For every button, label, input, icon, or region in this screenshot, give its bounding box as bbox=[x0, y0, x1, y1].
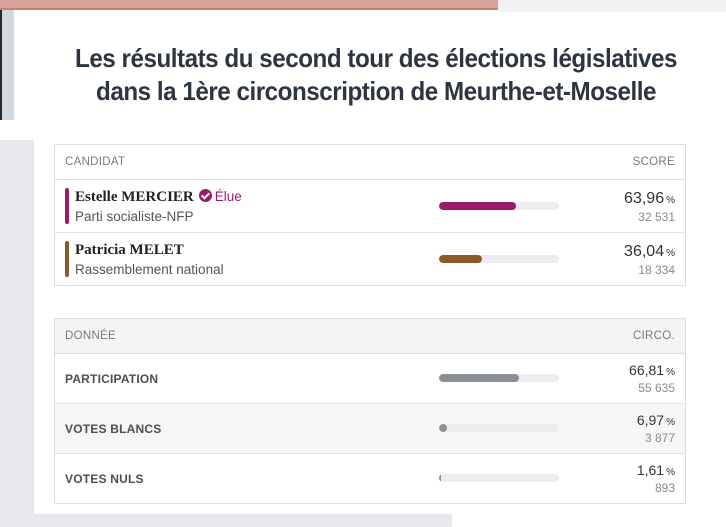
background-top-line bbox=[0, 8, 726, 10]
percent-unit: % bbox=[666, 417, 675, 428]
candidate-party: Parti socialiste-NFP bbox=[75, 209, 194, 224]
data-bar-fill bbox=[439, 374, 520, 382]
data-label: VOTES NULS bbox=[65, 472, 144, 486]
header-circo: CIRCO. bbox=[632, 330, 675, 342]
candidates-table: CANDIDAT SCORE Estelle MERCIER Élue Parti… bbox=[54, 144, 686, 286]
title-line-2: dans la 1ère circonscription de Meurthe-… bbox=[96, 76, 656, 106]
check-badge-icon bbox=[198, 189, 212, 202]
data-label: VOTES BLANCS bbox=[65, 422, 162, 436]
candidate-votes: 18 334 bbox=[638, 263, 675, 277]
data-bar-track bbox=[439, 374, 559, 382]
candidate-row: Patricia MELET Rassemblement national 36… bbox=[55, 233, 685, 285]
percent-unit: % bbox=[666, 367, 675, 378]
data-row: VOTES BLANCS 6,97% 3 877 bbox=[55, 404, 685, 454]
header-candidat: CANDIDAT bbox=[65, 156, 126, 168]
score-bar-track bbox=[439, 202, 559, 210]
background-bottom-panel bbox=[0, 514, 452, 527]
background-left-panel bbox=[0, 140, 34, 527]
background-top-bar bbox=[0, 0, 726, 8]
candidate-color-marker bbox=[65, 241, 69, 277]
candidate-party: Rassemblement national bbox=[75, 262, 224, 277]
elected-badge: Élue bbox=[214, 189, 242, 204]
data-label: PARTICIPATION bbox=[65, 372, 159, 386]
page-title: Les résultats du second tour des électio… bbox=[58, 42, 694, 108]
results-card: Les résultats du second tour des électio… bbox=[34, 12, 726, 514]
candidate-color-marker bbox=[65, 188, 69, 224]
data-bar-fill bbox=[439, 474, 441, 482]
data-percent: 1,61 bbox=[636, 462, 665, 478]
percent-unit: % bbox=[666, 195, 675, 206]
data-table: DONNÉE CIRCO. PARTICIPATION 66,81% 55 63… bbox=[54, 318, 686, 504]
data-percent: 6,97 bbox=[636, 412, 665, 428]
data-bar-track bbox=[439, 474, 559, 482]
background-right-top bbox=[498, 0, 726, 12]
header-score: SCORE bbox=[632, 156, 675, 168]
candidate-score: 36,04 bbox=[624, 243, 665, 260]
title-line-1: Les résultats du second tour des électio… bbox=[75, 43, 677, 73]
data-table-header: DONNÉE CIRCO. bbox=[55, 319, 685, 354]
data-row: VOTES NULS 1,61% 893 bbox=[55, 454, 685, 503]
percent-unit: % bbox=[666, 467, 675, 478]
percent-unit: % bbox=[666, 248, 675, 259]
background-left-strip bbox=[0, 10, 14, 120]
candidates-table-header: CANDIDAT SCORE bbox=[55, 145, 685, 180]
score-bar-fill bbox=[439, 202, 516, 210]
data-row: PARTICIPATION 66,81% 55 635 bbox=[55, 354, 685, 404]
data-percent: 66,81 bbox=[629, 362, 665, 378]
data-bar-fill bbox=[439, 424, 448, 432]
background-left-edge bbox=[0, 10, 2, 120]
candidate-score: 63,96 bbox=[624, 190, 665, 207]
data-count: 3 877 bbox=[644, 431, 675, 445]
data-count: 893 bbox=[654, 481, 675, 495]
candidate-row: Estelle MERCIER Élue Parti socialiste-NFP… bbox=[55, 180, 685, 233]
data-count: 55 635 bbox=[638, 381, 675, 395]
candidate-name: Patricia MELET bbox=[75, 242, 184, 258]
candidate-votes: 32 531 bbox=[638, 210, 675, 224]
candidate-name: Estelle MERCIER bbox=[75, 189, 194, 205]
data-bar-track bbox=[439, 424, 559, 432]
score-bar-track bbox=[439, 255, 559, 263]
score-bar-fill bbox=[439, 255, 483, 263]
header-donnee: DONNÉE bbox=[65, 330, 117, 342]
